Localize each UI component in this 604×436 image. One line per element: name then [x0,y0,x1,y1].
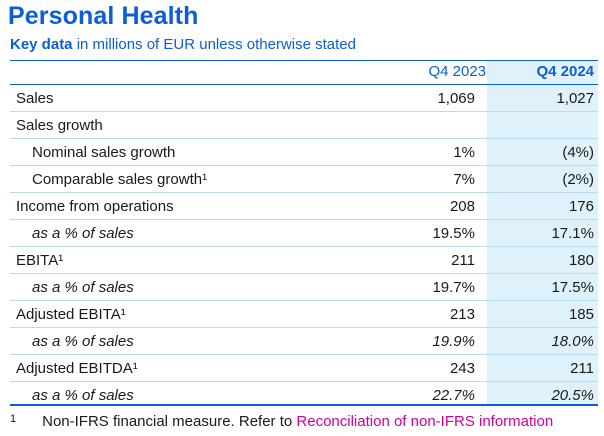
row-label: EBITA¹ [10,246,365,274]
value-q4-2024: 18.0% [483,327,598,355]
value-q4-2023: 19.9% [365,327,483,355]
value-q4-2023: 1,069 [365,85,483,112]
reconciliation-link[interactable]: Reconciliation of non-IFRS information [296,413,554,430]
value-q4-2023: 211 [365,246,483,274]
row-label: Sales growth [10,111,365,139]
table-row: as a % of sales 22.7% 20.5% [10,382,598,409]
value-q4-2023: 1% [365,138,483,166]
value-q4-2024: 211 [483,354,598,382]
value-q4-2024: 17.1% [483,219,598,247]
key-data-table: Sales 1,069 1,027 Sales growth Nominal sales… [10,85,598,408]
row-label: Comparable sales growth¹ [10,165,365,193]
row-label: Income from operations [10,192,365,220]
value-q4-2023: 243 [365,354,483,382]
value-q4-2023: 19.7% [365,273,483,301]
row-label: as a % of sales [10,219,365,247]
value-q4-2024: (2%) [483,165,598,193]
value-q4-2023: 22.7% [432,386,475,404]
table-row: as a % of sales 19.5% 17.1% [10,219,598,247]
value-q4-2023 [365,111,483,139]
row-label: as a % of sales [10,273,365,301]
value-q4-2024: 20.5% [551,386,594,404]
value-q4-2023: 7% [365,165,483,193]
subtitle-rest: in millions of EUR unless otherwise stat… [72,36,356,53]
value-q4-2023: 213 [365,300,483,328]
value-q4-2024: 180 [483,246,598,274]
table-row: EBITA¹ 211 180 [10,246,598,274]
bottom-rule [10,404,598,406]
table-row: Income from operations 208 176 [10,192,598,220]
footnote-text: Non-IFRS financial measure. Refer to [42,413,297,430]
subtitle-bold: Key data [10,36,73,53]
row-label: Sales [10,85,365,112]
value-q4-2024: 185 [483,300,598,328]
column-header-q4-2024: Q4 2024 [536,63,594,80]
table-row: Adjusted EBITDA¹ 243 211 [10,354,598,382]
column-header-q4-2023: Q4 2023 [428,63,486,80]
table-subtitle: Key data in millions of EUR unless other… [10,36,356,53]
value-q4-2024: 17.5% [483,273,598,301]
row-label: Adjusted EBITDA¹ [10,354,365,382]
row-label: Adjusted EBITA¹ [10,300,365,328]
table-row: Adjusted EBITA¹ 213 185 [10,300,598,328]
table-row: as a % of sales 19.7% 17.5% [10,273,598,301]
value-q4-2024 [483,111,598,139]
table-row: Sales growth [10,111,598,139]
page-title: Personal Health [8,2,199,30]
table-row: Nominal sales growth 1% (4%) [10,138,598,166]
value-q4-2023: 19.5% [365,219,483,247]
value-q4-2024: 1,027 [483,85,598,112]
value-q4-2023: 208 [365,192,483,220]
value-q4-2024: 176 [483,192,598,220]
row-label: as a % of sales [32,386,134,404]
table-row: as a % of sales 19.9% 18.0% [10,327,598,355]
top-rule [10,60,598,61]
value-q4-2024: (4%) [483,138,598,166]
header-rule [10,84,598,85]
row-label: as a % of sales [10,327,365,355]
footnote: 1 Non-IFRS financial measure. Refer to Re… [10,413,553,430]
row-label: Nominal sales growth [10,138,365,166]
table-row: Sales 1,069 1,027 [10,85,598,112]
table-row: Comparable sales growth¹ 7% (2%) [10,165,598,193]
footnote-mark: 1 [10,413,17,425]
